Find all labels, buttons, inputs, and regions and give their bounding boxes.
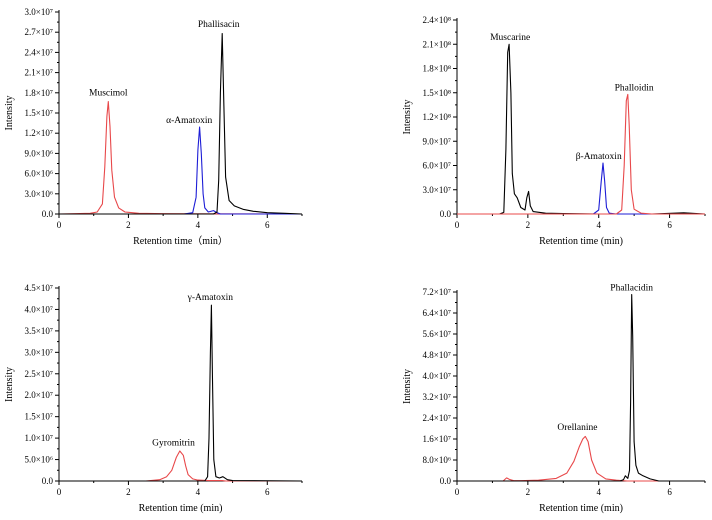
y-tick-label: 2.1×10⁷ xyxy=(25,68,53,78)
x-tick-label: 4 xyxy=(596,220,601,230)
y-tick-label: 0.0 xyxy=(42,209,54,219)
y-tick-label: 4.5×10⁷ xyxy=(25,283,53,293)
y-tick-label: 3.0×10⁷ xyxy=(25,7,53,17)
x-tick-label: 4 xyxy=(196,220,201,230)
peak-label-phallacidin: Phallacidin xyxy=(610,284,653,294)
chart-panel-2: 0 2 4 6 0.0 3.0×10⁷ 6.0×10⁷ 9.0×10⁷ 1.2×10⁸ 1.5×1… xyxy=(402,15,706,247)
peak-label-muscarine: Muscarine xyxy=(490,33,530,43)
y-tick-label: 5.0×10⁶ xyxy=(25,455,53,465)
peak-label-orellanine: Orellanine xyxy=(557,423,597,433)
trace-muscarine xyxy=(457,43,706,215)
x-tick-label: 0 xyxy=(57,487,62,497)
trace-phallacidin xyxy=(457,294,705,482)
y-tick-label: 1.8×10⁸ xyxy=(423,64,451,74)
trace-gyromitrin xyxy=(59,450,302,482)
x-tick-label: 2 xyxy=(126,220,131,230)
chart-panel-4: 0 2 4 6 0.0 8.0×10⁶ 1.6×10⁷ 2.4×10⁷ 3.2×10⁷ 4.0×1… xyxy=(402,284,706,514)
x-tick-label: 4 xyxy=(196,487,201,497)
x-axis-title: Retention time (min) xyxy=(139,503,223,514)
x-axis-title: Retention time (min) xyxy=(539,236,623,247)
trace-amatoxin xyxy=(59,126,302,215)
y-tick-label: 2.7×10⁷ xyxy=(25,27,53,37)
x-tick-label: 2 xyxy=(126,487,131,497)
trace-phalloidin xyxy=(457,93,705,215)
y-tick-label: 1.2×10⁷ xyxy=(25,128,53,138)
peak-label-phallisacin: Phallisacin xyxy=(198,20,240,30)
y-tick-label: 9.0×10⁶ xyxy=(25,148,53,158)
x-tick-label: 6 xyxy=(667,220,672,230)
y-tick-label: 3.5×10⁷ xyxy=(25,326,53,336)
peak-label-amatoxin: γ-Amatoxin xyxy=(187,293,234,303)
x-tick-label: 0 xyxy=(455,220,460,230)
trace-amatoxin xyxy=(59,304,303,482)
y-axis-title: Intensity xyxy=(402,369,413,404)
x-axis-title: Retention time（min） xyxy=(133,235,228,247)
y-tick-label: 6.0×10⁶ xyxy=(25,169,53,179)
y-tick-label: 1.5×10⁷ xyxy=(25,412,53,422)
x-tick-label: 6 xyxy=(667,487,672,497)
y-tick-label: 2.5×10⁷ xyxy=(25,369,53,379)
y-tick-label: 2.4×10⁸ xyxy=(423,15,451,25)
chart-panel-1: 0 2 4 6 0.0 3.0×10⁶ 6.0×10⁶ 9.0×10⁶ 1.2×10⁷ 1.5×1… xyxy=(4,7,303,247)
x-tick-label: 4 xyxy=(596,487,601,497)
y-tick-label: 1.2×10⁸ xyxy=(423,112,451,122)
peak-label-gyromitrin: Gyromitrin xyxy=(152,438,195,448)
y-tick-label: 6.0×10⁷ xyxy=(423,161,451,171)
y-tick-label: 9.0×10⁷ xyxy=(423,136,451,146)
y-tick-label: 2.1×10⁸ xyxy=(423,39,451,49)
y-tick-label: 1.8×10⁷ xyxy=(25,88,53,98)
peak-label-muscimol: Muscimol xyxy=(89,88,128,98)
x-tick-label: 6 xyxy=(265,487,270,497)
y-axis-title: Intensity xyxy=(4,96,15,131)
y-tick-label: 1.5×10⁸ xyxy=(423,88,451,98)
y-tick-label: 0.0 xyxy=(440,476,452,486)
y-tick-label: 4.0×10⁷ xyxy=(25,304,53,314)
trace-phallisacin xyxy=(59,32,303,215)
x-tick-label: 0 xyxy=(57,220,62,230)
x-tick-label: 2 xyxy=(526,487,531,497)
x-tick-label: 6 xyxy=(265,220,270,230)
y-tick-label: 5.6×10⁷ xyxy=(423,329,451,339)
y-tick-label: 8.0×10⁶ xyxy=(423,455,451,465)
y-tick-label: 6.4×10⁷ xyxy=(423,308,451,318)
y-tick-label: 1.6×10⁷ xyxy=(423,434,451,444)
y-axis-title: Intensity xyxy=(402,100,413,135)
y-tick-label: 2.4×10⁷ xyxy=(423,413,451,423)
x-tick-label: 0 xyxy=(455,487,460,497)
y-tick-label: 0.0 xyxy=(42,476,54,486)
y-tick-label: 3.2×10⁷ xyxy=(423,392,451,402)
y-tick-label: 0.0 xyxy=(440,209,452,219)
y-tick-label: 4.8×10⁷ xyxy=(423,350,451,360)
trace-orellanine xyxy=(457,435,705,482)
y-tick-label: 2.0×10⁷ xyxy=(25,390,53,400)
peak-label-amatoxin: α-Amatoxin xyxy=(166,116,212,126)
y-tick-label: 3.0×10⁷ xyxy=(423,185,451,195)
y-tick-label: 7.2×10⁷ xyxy=(423,287,451,297)
y-tick-label: 1.0×10⁷ xyxy=(25,433,53,443)
peak-label-amatoxin: β-Amatoxin xyxy=(576,152,622,162)
y-tick-label: 4.0×10⁷ xyxy=(423,371,451,381)
y-tick-label: 3.0×10⁷ xyxy=(25,347,53,357)
y-tick-label: 2.4×10⁷ xyxy=(25,47,53,57)
peak-label-phalloidin: Phalloidin xyxy=(615,83,654,93)
y-axis-title: Intensity xyxy=(4,367,15,402)
x-tick-label: 2 xyxy=(526,220,531,230)
chart-panel-3: 0 2 4 6 0.0 5.0×10⁶ 1.0×10⁷ 1.5×10⁷ 2.0×10⁷ 2.5×1… xyxy=(4,283,303,514)
trace-amatoxin xyxy=(457,162,705,215)
y-tick-label: 1.5×10⁷ xyxy=(25,108,53,118)
y-tick-label: 3.0×10⁶ xyxy=(25,189,53,199)
x-axis-title: Retention time (min) xyxy=(539,503,623,514)
